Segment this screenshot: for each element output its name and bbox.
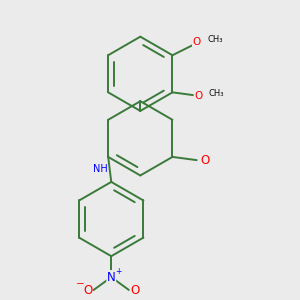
Text: +: + <box>115 267 122 276</box>
Text: O: O <box>193 37 201 47</box>
Text: −: − <box>76 279 84 289</box>
Text: O: O <box>130 284 140 297</box>
Text: O: O <box>200 154 209 166</box>
Text: N: N <box>107 271 116 284</box>
Text: O: O <box>83 284 92 297</box>
Text: CH₃: CH₃ <box>207 34 223 43</box>
Text: O: O <box>194 91 202 100</box>
Text: NH: NH <box>93 164 107 174</box>
Text: CH₃: CH₃ <box>209 89 224 98</box>
